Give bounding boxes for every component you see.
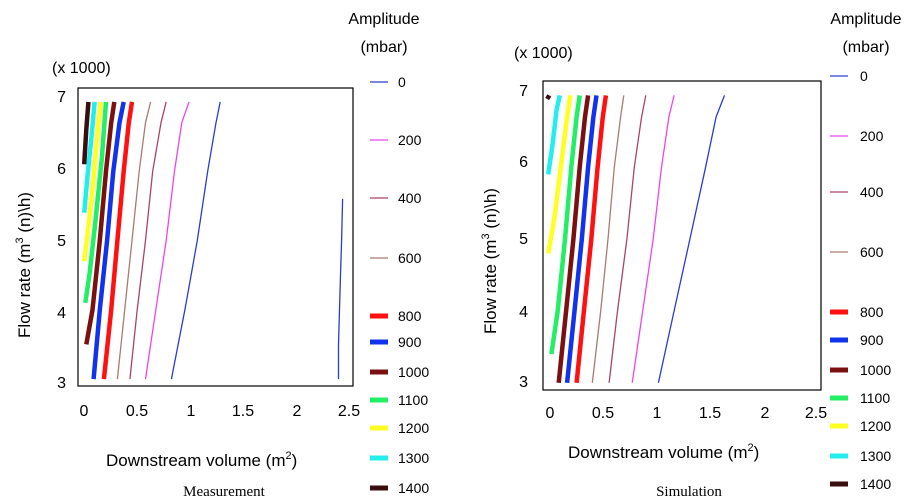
legend-label-800: 800 — [398, 308, 422, 324]
simulation-legend: 0 200 400 600 800 900 1000 1100 1200 1300 1400 — [830, 68, 891, 492]
legend-label-1000: 1000 — [860, 362, 891, 378]
legend-label-1300: 1300 — [398, 450, 429, 466]
y-tick-label: 7 — [519, 83, 528, 100]
legend-label-1000: 1000 — [398, 364, 429, 380]
contour-line-900 — [91, 101, 126, 380]
y-tick-label: 6 — [57, 161, 66, 178]
x-tick-label: 2 — [761, 405, 770, 422]
measurement-caption: Measurement — [183, 484, 265, 500]
simulation-panel: 0 0.5 1 1.5 2 2.5 3 4 5 6 7 (x 1000) Dow… — [480, 11, 902, 500]
y-tick-label: 4 — [57, 305, 66, 322]
simulation-caption: Simulation — [656, 484, 722, 500]
x-tick-label: 1.5 — [699, 405, 721, 422]
legend-label-0: 0 — [860, 68, 868, 84]
legend-label-200: 200 — [860, 128, 884, 144]
legend-label-1200: 1200 — [860, 418, 891, 434]
simulation-x-tick-labels: 0 0.5 1 1.5 2 2.5 — [546, 405, 828, 422]
contour-line-200 — [144, 101, 190, 380]
simulation-legend-title-line2: (mbar) — [842, 39, 889, 56]
simulation-plot-frame — [542, 80, 822, 391]
measurement-plot-frame — [77, 87, 354, 387]
legend-label-1400: 1400 — [860, 476, 891, 492]
contour-line-400 — [608, 95, 647, 383]
contour-line-1200 — [545, 95, 573, 254]
contour-line-600 — [591, 95, 625, 383]
simulation-y-tick-labels: 3 4 5 6 7 — [519, 83, 528, 391]
measurement-legend-title-line1: Amplitude — [348, 11, 419, 28]
legend-label-900: 900 — [860, 332, 884, 348]
simulation-legend-title-line1: Amplitude — [830, 11, 901, 28]
contour-line-1300 — [545, 94, 562, 175]
legend-label-1100: 1100 — [860, 390, 890, 406]
measurement-legend-title-line2: (mbar) — [360, 39, 407, 56]
contour-line-1300 — [81, 101, 97, 213]
x-tick-label: 0 — [80, 403, 89, 420]
measurement-panel: 0 0.5 1 1.5 2 2.5 3 4 5 6 7 (x 1000) Dow… — [14, 11, 429, 500]
legend-label-1300: 1300 — [860, 448, 891, 464]
measurement-y-tick-labels: 3 4 5 6 7 — [57, 89, 66, 392]
x-tick-label: 2.5 — [805, 405, 827, 422]
x-tick-label: 0.5 — [592, 405, 614, 422]
contour-line-600 — [116, 101, 152, 380]
legend-label-1200: 1200 — [398, 420, 429, 436]
contour-line-200 — [631, 95, 675, 383]
measurement-legend: 0 200 400 600 800 900 1000 1100 1200 1300 1400 — [370, 74, 429, 496]
legend-label-400: 400 — [398, 190, 422, 206]
x-tick-label: 1.5 — [232, 403, 254, 420]
legend-label-800: 800 — [860, 304, 884, 320]
simulation-x-axis-title: Downstream volume (m2) — [568, 442, 759, 462]
contour-line-900 — [564, 95, 599, 384]
x-tick-label: 0 — [546, 405, 555, 422]
contour-line-0 — [170, 101, 221, 380]
y-tick-label: 4 — [519, 304, 528, 321]
simulation-series-layer — [545, 94, 726, 384]
y-tick-label: 3 — [519, 374, 528, 391]
y-tick-label: 7 — [57, 89, 66, 106]
contour-line-0 — [657, 95, 726, 383]
measurement-y-multiplier: (x 1000) — [52, 60, 111, 77]
contour-line-1000 — [84, 101, 117, 345]
contour-line-1400 — [81, 101, 91, 165]
contour-line-400 — [129, 101, 167, 380]
measurement-series-layer — [81, 101, 344, 380]
x-tick-label: 0.5 — [126, 403, 148, 420]
measurement-x-axis-title: Downstream volume (m2) — [106, 450, 297, 470]
x-tick-label: 2.5 — [338, 403, 360, 420]
contour-line-800 — [574, 95, 609, 384]
x-tick-label: 2 — [293, 403, 302, 420]
simulation-y-axis-title: Flow rate (m3 (n)\h) — [480, 188, 500, 334]
y-tick-label: 5 — [57, 233, 66, 250]
contour-line-800 — [101, 101, 135, 380]
measurement-y-axis-title: Flow rate (m3 (n)\h) — [14, 192, 34, 338]
legend-label-1400: 1400 — [398, 480, 429, 496]
y-tick-label: 6 — [519, 154, 528, 171]
legend-label-600: 600 — [860, 244, 884, 260]
y-tick-label: 5 — [519, 231, 528, 248]
x-tick-label: 1 — [653, 405, 662, 422]
y-tick-label: 3 — [57, 375, 66, 392]
legend-label-600: 600 — [398, 250, 422, 266]
legend-label-0: 0 — [398, 74, 406, 90]
measurement-x-tick-labels: 0 0.5 1 1.5 2 2.5 — [80, 403, 361, 420]
contour-line-1200 — [81, 101, 104, 262]
contour-line-1000 — [556, 95, 591, 384]
legend-label-200: 200 — [398, 132, 422, 148]
legend-label-1100: 1100 — [398, 392, 428, 408]
x-tick-label: 1 — [187, 403, 196, 420]
contour-line-1100 — [83, 101, 109, 304]
contour-line-1400 — [545, 94, 552, 101]
legend-label-900: 900 — [398, 334, 422, 350]
contour-line-1100 — [549, 95, 582, 355]
contour-line-0 — [337, 198, 344, 380]
legend-label-400: 400 — [860, 184, 884, 200]
simulation-y-multiplier: (x 1000) — [514, 45, 573, 62]
